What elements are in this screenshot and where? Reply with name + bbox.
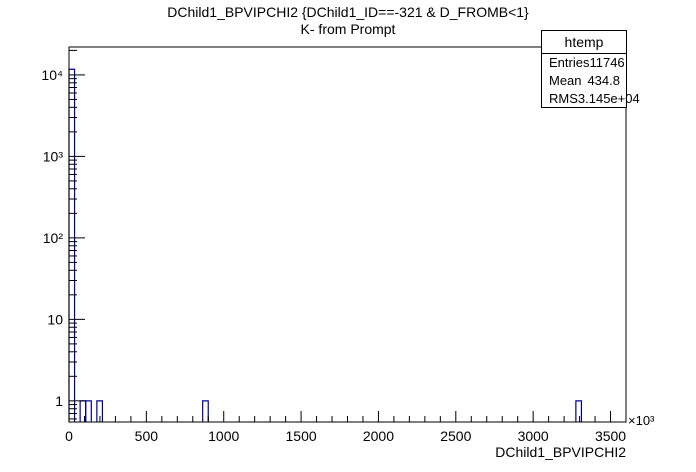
x-tick-label: 500 <box>135 428 159 444</box>
histogram-bin <box>85 400 92 422</box>
y-tick-label: 10² <box>43 230 64 246</box>
stats-mean-value: 434.8 <box>587 73 620 88</box>
x-axis-label: DChild1_BPVIPCHI2 <box>495 444 626 460</box>
stats-entries-label: Entries <box>549 55 590 70</box>
stats-rms-row: RMS 3.145e+04 <box>542 90 640 108</box>
stats-box: htemp Entries 11746 Mean 434.8 RMS 3.145… <box>541 30 640 108</box>
stats-rms-label: RMS <box>549 91 578 106</box>
chart-subtitle: K- from Prompt <box>300 21 396 37</box>
stats-mean-label: Mean <box>549 73 582 88</box>
stats-mean-row: Mean 434.8 <box>542 72 626 90</box>
x-tick-label: 2500 <box>440 428 471 444</box>
stats-rms-value: 3.145e+04 <box>577 91 640 106</box>
histogram-bin <box>202 400 209 422</box>
x-tick-label: 3000 <box>518 428 549 444</box>
x-tick-label: 3500 <box>595 428 626 444</box>
stats-entries-value: 11746 <box>589 55 625 70</box>
x-tick-label: 1000 <box>208 428 239 444</box>
x-tick-label: 0 <box>65 428 73 444</box>
stats-entries-row: Entries 11746 <box>542 54 626 72</box>
y-tick-label: 10⁴ <box>41 67 63 83</box>
y-tick-label: 10 <box>47 311 63 327</box>
x-tick-label: 1500 <box>286 428 317 444</box>
histogram-bin <box>96 400 104 422</box>
chart-title: DChild1_BPVIPCHI2 {DChild1_ID==-321 & D_… <box>167 4 529 20</box>
x-axis-exponent: ×10³ <box>628 413 655 428</box>
x-tick-label: 2000 <box>363 428 394 444</box>
histogram-bin <box>575 400 583 422</box>
y-tick-label: 10³ <box>43 148 64 164</box>
stats-box-name: htemp <box>542 31 626 54</box>
y-tick-label: 1 <box>55 393 63 409</box>
